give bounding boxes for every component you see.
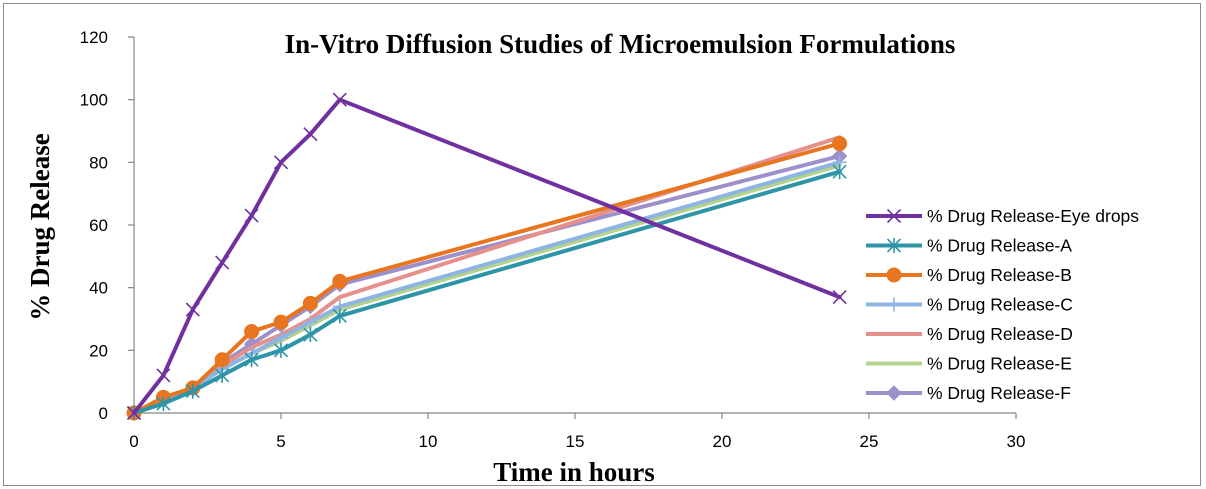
legend-item: % Drug Release-C [866, 295, 1073, 315]
series-2 [126, 164, 847, 421]
data-point [303, 327, 318, 343]
chart-frame [3, 3, 1201, 486]
legend-marker [886, 238, 902, 253]
data-point [214, 352, 230, 368]
data-point [244, 324, 260, 340]
y-tick-label: 100 [80, 91, 108, 110]
data-point [185, 302, 200, 317]
x-tick-label: 10 [419, 432, 438, 451]
data-point [273, 155, 289, 170]
data-point [274, 330, 288, 345]
data-point [244, 208, 259, 223]
legend-label: % Drug Release-D [927, 324, 1073, 344]
y-tick-label: 80 [89, 153, 108, 172]
y-axis-title: % Drug Release [25, 133, 55, 320]
data-point [303, 127, 318, 142]
legend-marker [886, 208, 902, 224]
legend-marker [887, 297, 901, 312]
data-point [832, 290, 847, 305]
legend-item: % Drug Release-D [866, 324, 1073, 344]
y-tick-label: 0 [99, 404, 108, 423]
legend-item: % Drug Release-B [866, 265, 1072, 285]
series-1 [126, 92, 847, 421]
legend-label: % Drug Release-C [927, 295, 1073, 315]
legend-marker [886, 267, 902, 283]
data-point [156, 368, 171, 383]
data-point [126, 405, 142, 421]
legend-item: % Drug Release-Eye drops [866, 206, 1139, 226]
data-point [215, 367, 230, 383]
data-point [332, 273, 348, 289]
data-point [273, 314, 289, 330]
data-point [303, 315, 318, 330]
data-point [302, 295, 318, 311]
legend-label: % Drug Release-F [927, 383, 1071, 403]
x-tick-label: 20 [713, 432, 732, 451]
series-line [132, 160, 842, 415]
x-tick-label: 25 [860, 432, 879, 451]
legend-item: % Drug Release-E [866, 354, 1072, 374]
data-point [215, 255, 230, 270]
legend-label: % Drug Release-Eye drops [927, 206, 1139, 226]
x-tick-label: 15 [566, 432, 585, 451]
y-tick-label: 20 [89, 341, 108, 360]
y-tick-label: 60 [89, 216, 108, 235]
data-point [332, 308, 347, 324]
data-point [156, 396, 171, 412]
legend: % Drug Release-Eye drops % Drug Release-A… [866, 206, 1139, 403]
legend-label: % Drug Release-E [927, 354, 1072, 374]
x-tick-label: 5 [276, 432, 285, 451]
legend-item: % Drug Release-F [866, 383, 1071, 403]
legend-label: % Drug Release-B [927, 265, 1072, 285]
data-point [273, 342, 289, 358]
series-3 [126, 136, 848, 421]
series-line [132, 169, 842, 415]
data-point [185, 383, 200, 399]
data-point [332, 92, 347, 107]
legend-label: % Drug Release-A [927, 236, 1072, 256]
series-layer [126, 92, 848, 421]
x-axis-title: Time in hours [493, 457, 655, 487]
y-tick-label: 40 [89, 279, 108, 298]
x-tick-label: 0 [129, 432, 138, 451]
data-point [832, 164, 847, 180]
y-tick-label: 120 [80, 28, 108, 47]
chart-title: In-Vitro Diffusion Studies of Microemuls… [285, 29, 956, 59]
data-point [244, 352, 259, 368]
legend-marker [886, 385, 902, 401]
axes: 0 20 40 60 80 100 120 0 5 10 15 20 25 30 [80, 28, 1026, 451]
data-point [832, 136, 848, 152]
x-tick-label: 30 [1007, 432, 1026, 451]
legend-item: % Drug Release-A [866, 236, 1072, 256]
